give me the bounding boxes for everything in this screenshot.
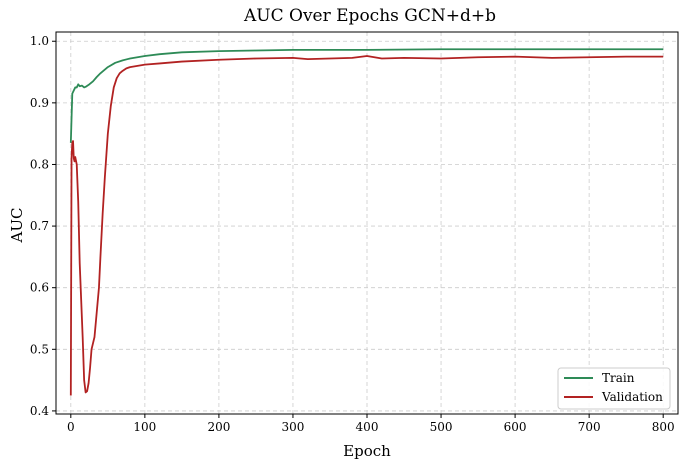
x-tick-label: 100 bbox=[133, 420, 156, 434]
x-axis-title: Epoch bbox=[343, 442, 391, 460]
grid-lines bbox=[56, 32, 678, 414]
x-axis-ticks: 0 100 200 300 400 500 600 700 800 bbox=[67, 414, 675, 434]
x-tick-label: 800 bbox=[652, 420, 675, 434]
y-axis-title: AUC bbox=[8, 208, 26, 244]
y-tick-label: 0.4 bbox=[30, 404, 49, 418]
legend-label-validation: Validation bbox=[601, 390, 663, 404]
y-tick-label: 0.7 bbox=[30, 219, 49, 233]
chart-title: AUC Over Epochs GCN+d+b bbox=[243, 6, 496, 26]
x-tick-label: 200 bbox=[207, 420, 230, 434]
series-lines bbox=[69, 48, 664, 396]
x-tick-label: 0 bbox=[67, 420, 75, 434]
y-tick-label: 1.0 bbox=[30, 34, 49, 48]
y-axis-ticks: 0.4 0.5 0.6 0.7 0.8 0.9 1.0 bbox=[30, 34, 56, 418]
legend: Train Validation bbox=[557, 367, 671, 410]
y-tick-label: 0.8 bbox=[30, 157, 49, 171]
x-tick-label: 600 bbox=[504, 420, 527, 434]
x-tick-label: 300 bbox=[281, 420, 304, 434]
y-tick-label: 0.6 bbox=[30, 281, 49, 295]
series-line-train bbox=[69, 48, 664, 143]
series-line-validation bbox=[69, 55, 664, 396]
y-tick-label: 0.9 bbox=[30, 96, 49, 110]
x-tick-label: 500 bbox=[430, 420, 453, 434]
x-tick-label: 700 bbox=[578, 420, 601, 434]
legend-label-train: Train bbox=[602, 371, 635, 385]
x-tick-label: 400 bbox=[356, 420, 379, 434]
y-tick-label: 0.5 bbox=[30, 342, 49, 356]
